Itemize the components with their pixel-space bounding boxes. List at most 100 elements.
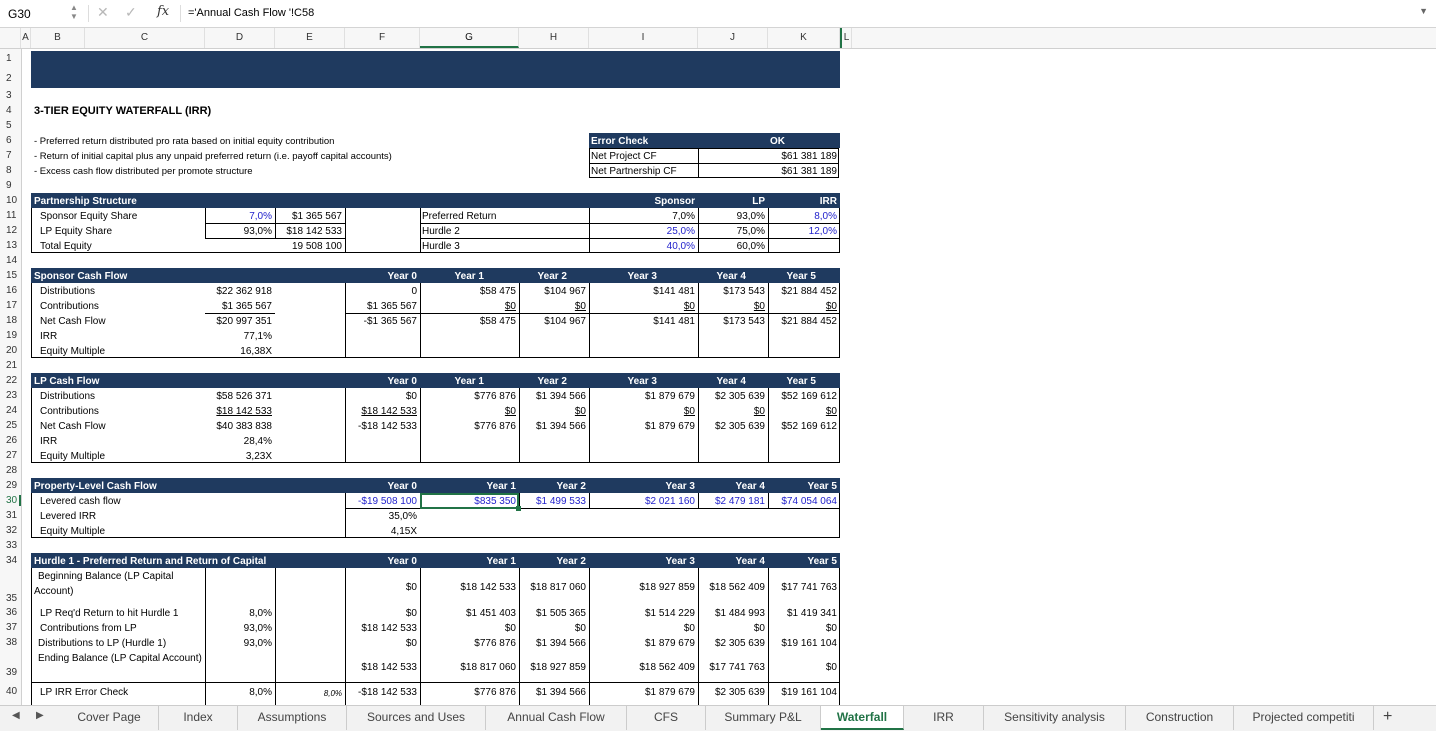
col-header-c[interactable]: C bbox=[85, 28, 205, 48]
tab-projected-competition[interactable]: Projected competiti bbox=[1234, 706, 1374, 730]
row-header[interactable]: 13 bbox=[6, 240, 18, 251]
tier-sponsor[interactable]: 25,0% bbox=[666, 226, 695, 237]
col-header-h[interactable]: H bbox=[519, 28, 589, 48]
row-header[interactable]: 33 bbox=[6, 540, 18, 551]
row-header[interactable]: 17 bbox=[6, 300, 18, 311]
cell: $0 bbox=[683, 301, 695, 312]
cell: $2 479 181 bbox=[714, 496, 765, 507]
cell: $18 142 533 bbox=[361, 662, 417, 673]
lp-share-pct: 93,0% bbox=[243, 226, 272, 237]
cell: $1 514 229 bbox=[644, 608, 695, 619]
row-header[interactable]: 10 bbox=[6, 195, 18, 206]
check-icon[interactable]: ✓ bbox=[125, 4, 137, 20]
selected-cell-g30[interactable] bbox=[420, 493, 519, 509]
tab-waterfall[interactable]: Waterfall bbox=[821, 706, 904, 730]
select-all-corner[interactable] bbox=[0, 28, 21, 48]
row-header[interactable]: 4 bbox=[6, 105, 12, 116]
row-header[interactable]: 40 bbox=[6, 686, 18, 697]
col-header-d[interactable]: D bbox=[205, 28, 275, 48]
col-header-i[interactable]: I bbox=[589, 28, 698, 48]
col-header-b[interactable]: B bbox=[31, 28, 85, 48]
chevron-down-icon[interactable]: ▼ bbox=[1419, 6, 1428, 16]
row-header[interactable]: 1 bbox=[6, 53, 12, 64]
row-header[interactable]: 28 bbox=[6, 465, 18, 476]
divider bbox=[768, 568, 769, 705]
row-header[interactable]: 11 bbox=[6, 210, 17, 221]
worksheet-grid[interactable]: 3-TIER EQUITY WATERFALL (IRR) - Preferre… bbox=[0, 0, 1436, 705]
chevron-right-icon[interactable]: ▶ bbox=[36, 710, 44, 721]
col-header-e[interactable]: E bbox=[275, 28, 345, 48]
row-header[interactable]: 19 bbox=[6, 330, 18, 341]
col-header-k[interactable]: K bbox=[768, 28, 840, 48]
row-header[interactable]: 9 bbox=[6, 180, 12, 191]
tab-sources-and-uses[interactable]: Sources and Uses bbox=[347, 706, 486, 730]
row-header[interactable]: 21 bbox=[6, 360, 18, 371]
cell: $0 bbox=[504, 406, 516, 417]
plus-icon[interactable]: + bbox=[1383, 708, 1393, 725]
name-box-stepper-icon[interactable]: ▲ ▼ bbox=[70, 3, 78, 21]
row-header[interactable]: 8 bbox=[6, 165, 12, 176]
row-header[interactable]: 25 bbox=[6, 420, 18, 431]
col-header-a[interactable]: A bbox=[21, 28, 31, 48]
name-box[interactable]: G30 bbox=[8, 7, 31, 21]
tab-cover-page[interactable]: Cover Page bbox=[60, 706, 159, 730]
row-header[interactable]: 27 bbox=[6, 450, 18, 461]
row-header[interactable]: 15 bbox=[6, 270, 18, 281]
row-header[interactable]: 12 bbox=[6, 225, 18, 236]
row-header[interactable]: 26 bbox=[6, 435, 18, 446]
row-header[interactable]: 6 bbox=[6, 135, 12, 146]
tab-irr[interactable]: IRR bbox=[904, 706, 984, 730]
row-header[interactable]: 29 bbox=[6, 480, 18, 491]
col-header-g[interactable]: G bbox=[420, 28, 519, 48]
row-header-selected[interactable]: 30 bbox=[0, 495, 21, 506]
tab-construction[interactable]: Construction bbox=[1126, 706, 1234, 730]
row-header[interactable]: 34 bbox=[6, 555, 18, 566]
sponsor-share-pct[interactable]: 7,0% bbox=[249, 211, 272, 222]
x-icon[interactable]: ✕ bbox=[97, 4, 109, 20]
row-header[interactable]: 39 bbox=[6, 667, 18, 678]
tier-irr[interactable]: 8,0% bbox=[814, 211, 837, 222]
row-header[interactable]: 16 bbox=[6, 285, 18, 296]
chevron-left-icon[interactable]: ◀ bbox=[12, 710, 20, 721]
formula-input[interactable]: ='Annual Cash Flow '!C58 bbox=[188, 7, 315, 19]
row-label: LP IRR Error Check bbox=[40, 687, 129, 698]
cell: $18 927 859 bbox=[639, 582, 695, 593]
row-header[interactable]: 36 bbox=[6, 607, 18, 618]
col-header-l[interactable]: L bbox=[840, 28, 852, 48]
divider bbox=[698, 208, 699, 253]
tab-index[interactable]: Index bbox=[159, 706, 238, 730]
col-header-j[interactable]: J bbox=[698, 28, 768, 48]
sponsor-cf-title: Sponsor Cash Flow bbox=[34, 271, 128, 282]
fx-icon[interactable]: fx bbox=[157, 4, 170, 19]
tab-assumptions[interactable]: Assumptions bbox=[238, 706, 347, 730]
row-header[interactable]: 35 bbox=[6, 593, 18, 604]
tab-summary-pl[interactable]: Summary P&L bbox=[706, 706, 821, 730]
row-header[interactable]: 14 bbox=[6, 255, 18, 266]
tab-sensitivity-analysis[interactable]: Sensitivity analysis bbox=[984, 706, 1126, 730]
cell: $0 bbox=[683, 623, 695, 634]
row-header[interactable]: 2 bbox=[6, 73, 12, 84]
row-header[interactable]: 7 bbox=[6, 150, 12, 161]
row-header[interactable]: 23 bbox=[6, 390, 18, 401]
row-header[interactable]: 3 bbox=[6, 90, 12, 101]
cell: $18 142 533 bbox=[460, 582, 516, 593]
tab-annual-cash-flow[interactable]: Annual Cash Flow bbox=[486, 706, 627, 730]
tier-sponsor[interactable]: 40,0% bbox=[666, 241, 695, 252]
year-header: Year 2 bbox=[556, 481, 586, 492]
cell: $0 bbox=[405, 638, 417, 649]
tab-cfs[interactable]: CFS bbox=[627, 706, 706, 730]
row-header[interactable]: 37 bbox=[6, 622, 18, 633]
tier-label: Hurdle 2 bbox=[422, 226, 460, 237]
row-header[interactable]: 22 bbox=[6, 375, 18, 386]
row-header[interactable]: 32 bbox=[6, 525, 18, 536]
row-header[interactable]: 18 bbox=[6, 315, 18, 326]
row-header[interactable]: 31 bbox=[6, 510, 18, 521]
row-header[interactable]: 24 bbox=[6, 405, 18, 416]
tier-irr[interactable]: 12,0% bbox=[808, 226, 837, 237]
row-header[interactable]: 5 bbox=[6, 120, 12, 131]
fill-handle[interactable] bbox=[516, 506, 521, 511]
row-header[interactable]: 20 bbox=[6, 345, 18, 356]
row-header[interactable]: 38 bbox=[6, 637, 18, 648]
sponsor-cf-box bbox=[31, 283, 840, 358]
col-header-f[interactable]: F bbox=[345, 28, 420, 48]
